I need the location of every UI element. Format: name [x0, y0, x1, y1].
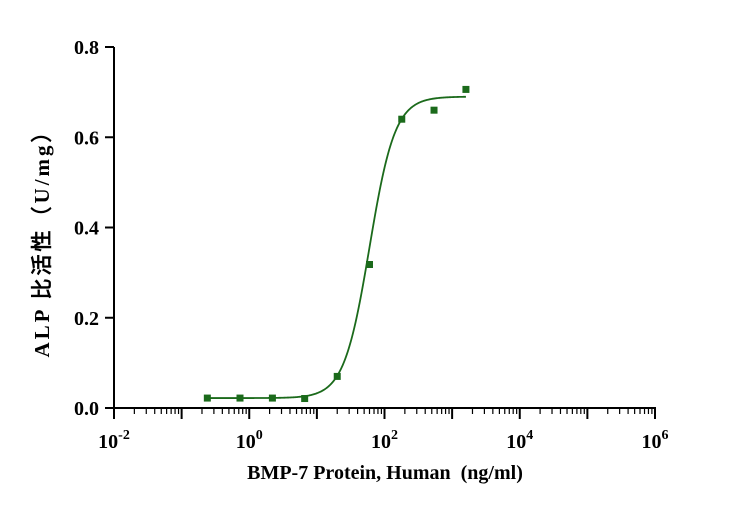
x-tick-label: 100 — [236, 428, 263, 453]
y-tick-label: 0.6 — [74, 127, 99, 149]
data-point — [301, 395, 309, 403]
data-point — [268, 394, 276, 402]
data-point — [333, 372, 341, 380]
x-axis-title: BMP-7 Protein, Human (ng/ml) — [247, 462, 523, 484]
y-tick-label: 0.4 — [74, 218, 99, 240]
y-axis-title: ALP 比活性（U/mg） — [30, 118, 54, 357]
axes: 0.0 0.2 0.4 0.6 0.8 10-2 100 102 104 106 — [74, 37, 669, 453]
data-point — [462, 85, 470, 93]
x-tick-label: 104 — [506, 428, 533, 453]
x-tick-label: 106 — [642, 428, 669, 453]
data-point — [236, 394, 244, 402]
data-points-layer — [203, 85, 470, 403]
data-point — [430, 106, 438, 114]
data-point — [398, 115, 406, 123]
fit-curve — [207, 95, 466, 399]
y-tick-label: 0.2 — [74, 308, 99, 330]
data-point — [203, 394, 211, 402]
y-tick-label: 0.8 — [74, 37, 99, 59]
data-point — [365, 261, 373, 269]
axis-labels: BMP-7 Protein, Human (ng/ml) ALP 比活性（U/m… — [30, 118, 523, 484]
x-tick-label: 102 — [371, 428, 398, 453]
y-tick-label: 0.0 — [74, 398, 99, 420]
x-tick-label: 10-2 — [98, 428, 130, 453]
fit-curve-layer — [207, 95, 466, 399]
